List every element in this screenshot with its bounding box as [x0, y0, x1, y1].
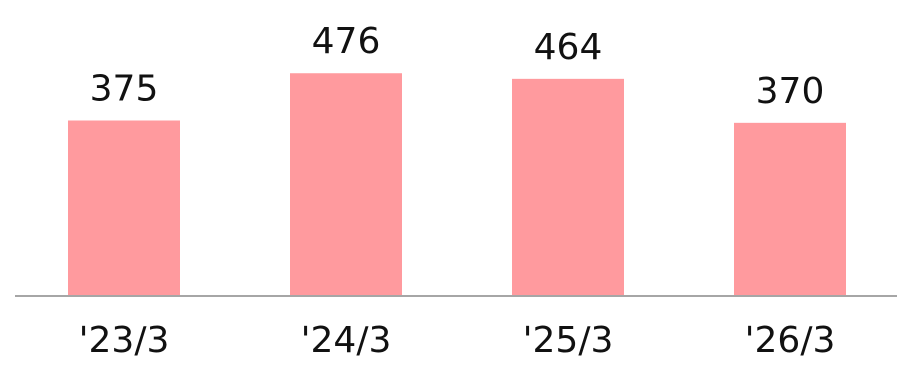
x-tick-labels-group: '23/3 '24/3 '25/3 '26/3: [79, 320, 836, 361]
bar-2: [290, 73, 402, 297]
bar-3: [512, 78, 624, 297]
value-label-3: 464: [534, 27, 603, 68]
value-label-1: 375: [90, 69, 159, 110]
value-label-4: 370: [756, 71, 825, 112]
bars-group: [68, 73, 846, 297]
x-tick-label-1: '23/3: [79, 320, 170, 361]
x-tick-label-3: '25/3: [523, 320, 614, 361]
bar-4: [734, 122, 846, 296]
x-tick-label-2: '24/3: [301, 320, 392, 361]
x-tick-label-4: '26/3: [745, 320, 836, 361]
value-label-2: 476: [312, 21, 381, 62]
value-labels-group: 375 476 464 370: [90, 21, 825, 112]
bar-1: [68, 120, 180, 296]
